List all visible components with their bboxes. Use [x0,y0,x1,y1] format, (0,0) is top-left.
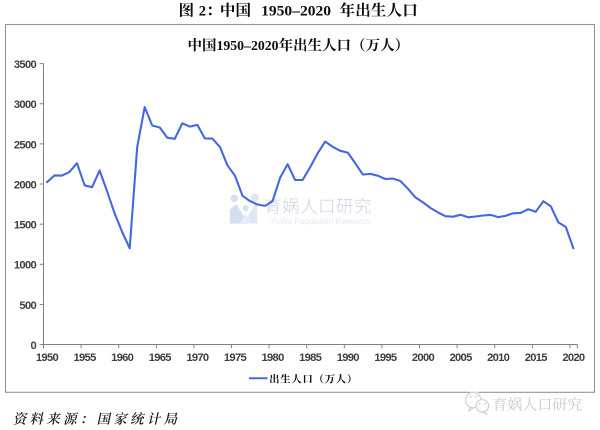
svg-text:1985: 1985 [299,352,322,364]
svg-text:1965: 1965 [149,352,172,364]
svg-text:1955: 1955 [74,352,97,364]
svg-text:1975: 1975 [224,352,247,364]
svg-text:2500: 2500 [14,139,37,151]
svg-text:1960: 1960 [111,352,134,364]
svg-text:1980: 1980 [262,352,285,364]
svg-text:1995: 1995 [374,352,397,364]
svg-text:1950–2020: 1950–2020 [217,38,279,53]
svg-text:500: 500 [19,300,36,312]
svg-text:YuWa Population Research: YuWa Population Research [271,217,371,226]
svg-text:1950–2020: 1950–2020 [261,4,331,20]
svg-text:1990: 1990 [337,352,360,364]
svg-text:2020: 2020 [562,352,585,364]
svg-text:1970: 1970 [186,352,209,364]
svg-text:2005: 2005 [450,352,473,364]
svg-text:1500: 1500 [14,220,37,232]
svg-text:1950: 1950 [36,352,59,364]
svg-text:2000: 2000 [412,352,435,364]
svg-text:2: 2 [199,4,206,20]
svg-text:3000: 3000 [14,99,37,111]
svg-text:2000: 2000 [14,179,37,191]
svg-text:3500: 3500 [14,59,37,71]
svg-text:2015: 2015 [525,352,548,364]
svg-text:1000: 1000 [14,260,37,272]
svg-text:0: 0 [30,340,36,352]
svg-text:2010: 2010 [487,352,510,364]
